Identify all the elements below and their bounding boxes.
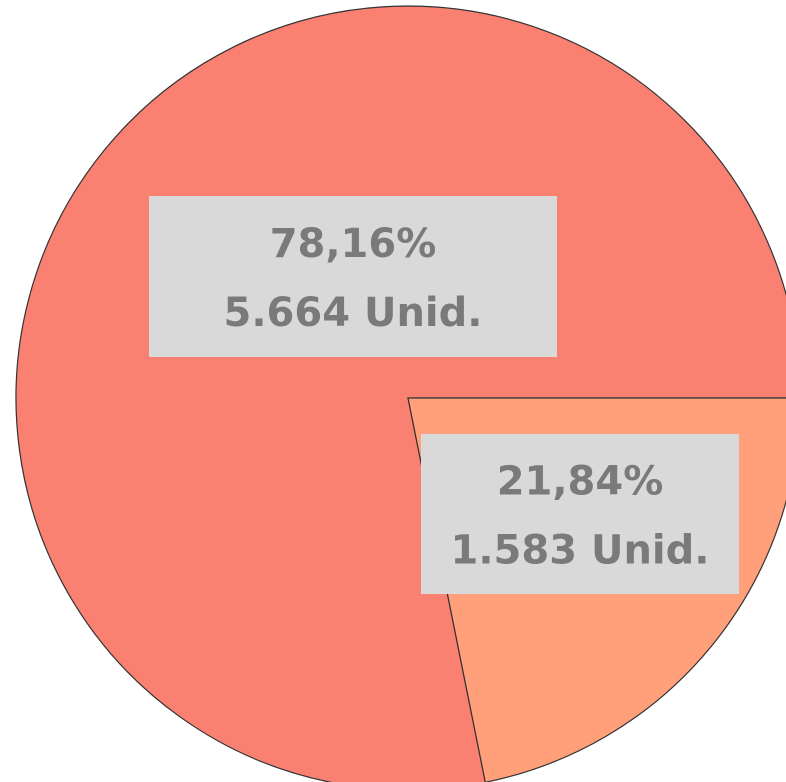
count-label: 5.664 Unid. [224, 290, 483, 336]
label-box [149, 196, 557, 357]
value-label: 21,84% [497, 459, 664, 505]
label-box [421, 434, 739, 594]
value-label: 78,16% [270, 221, 437, 267]
count-label: 1.583 Unid. [451, 527, 710, 573]
